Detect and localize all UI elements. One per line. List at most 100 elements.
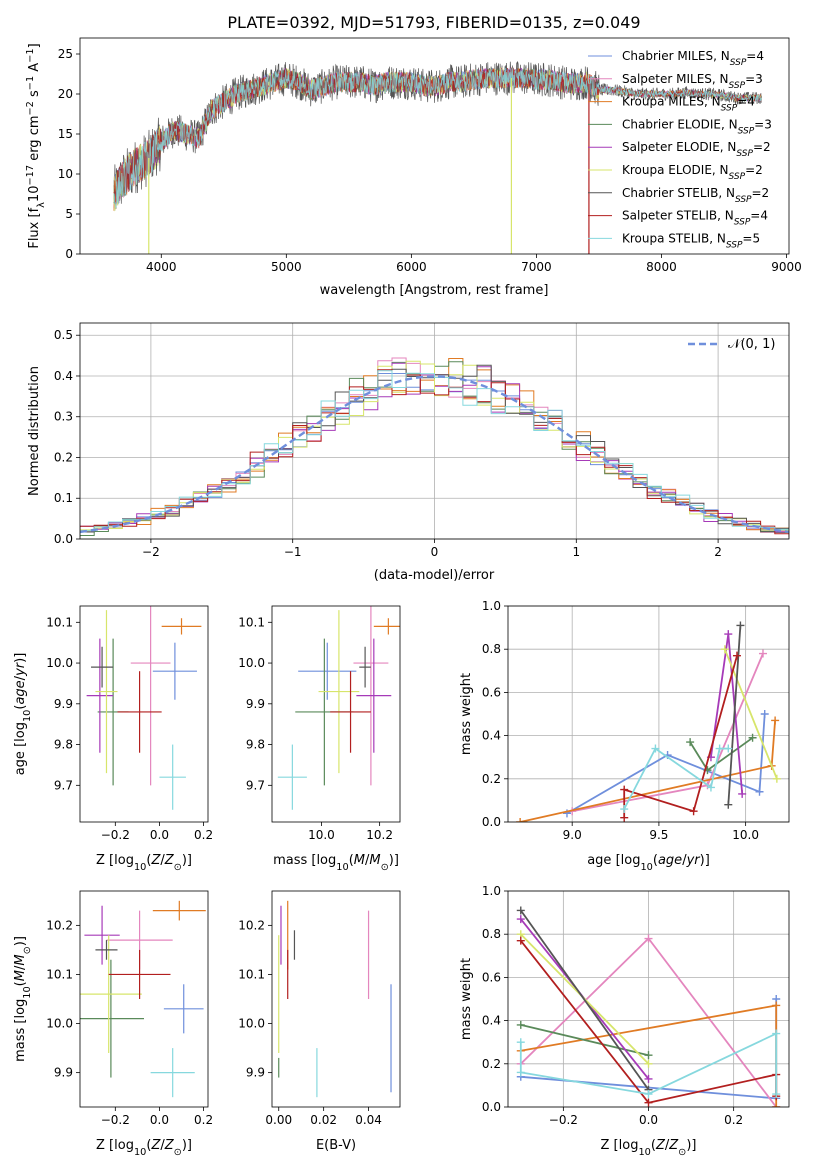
label-part: M [369,853,380,868]
label-part: ( [349,853,354,868]
legend-entry: Chabrier STELIB, NSSP=2 [622,186,769,205]
label-part: ⊙ [174,1147,182,1158]
axes-frame [79,37,790,255]
label-part: SSP [735,195,752,205]
label-part: SSP [738,126,755,136]
legend-entry: Chabrier MILES, NSSP=4 [622,49,764,68]
normal-curve [80,375,789,534]
axes-frame [507,605,790,823]
histogram-axes: −2 −1 0 1 2 0.0 0.1 0.2 0.3 0.4 0.5 (data-model)/er… [27,322,790,583]
label-part: Kroupa STELIB, N [622,231,726,245]
label-part: Chabrier MILES, N [622,49,730,63]
histogram-step-line [80,369,789,538]
weight-marker [644,1098,653,1107]
x-tick-label: 0.00 [265,1113,292,1127]
label-part: )] [13,653,28,663]
axes-frame [79,890,209,1108]
label-part: )] [13,936,28,946]
error-point [159,744,186,810]
x-tick-label: 0 [431,545,439,559]
weight-marker [724,630,733,639]
spectrum-axes: 4000 5000 6000 7000 8000 9000 0 5 10 15 20 25 wavele… [25,37,802,298]
axes-frame [507,890,790,1108]
label-part: 10 [638,1147,650,1158]
label-part: 10 [134,862,146,873]
x-tick-label: 0.2 [194,1113,213,1127]
x-tick-label: 10.0 [732,828,759,842]
spectrum-model-line [113,67,762,208]
error-point [359,646,371,688]
y-tick-label: 0 [65,247,73,261]
error-point [152,900,206,921]
y-tick-label: 9.8 [246,738,265,752]
y-tick-label: 0.2 [54,450,73,464]
label-part: SSP [721,104,738,114]
y-tick-label: 10.0 [238,656,265,670]
label-part: Z [log [96,853,134,868]
weight-marker [516,1068,525,1077]
y-axis-label: mass weight [459,958,474,1040]
label-part: −17 [25,165,36,186]
weight-age-axes: 9.0 9.5 10.0 0.0 0.2 0.4 0.6 0.8 1.0 age [log10(a… [459,599,790,873]
y-tick-label: 0.2 [482,772,501,786]
x-tick-label: 5000 [271,260,302,274]
y-tick-label: 0.0 [482,815,501,829]
mass-z-axes: −0.2 0.0 0.29.910.010.110.2Z [log10(Z/Z⊙)]… [13,890,213,1158]
weight-marker [771,716,780,725]
y-tick-label: 0.0 [54,532,73,546]
y-tick-label: 10.0 [238,1017,265,1031]
label-part: )] [182,853,192,868]
weight-marker [620,813,629,822]
error-point [108,949,171,999]
label-part: A [27,63,42,76]
label-part: s [27,90,42,101]
x-axis-label: Z [log10(Z/Z⊙)] [96,1138,192,1158]
mass-ebv-axes: 0.00 0.02 0.04 9.9 10.0 10.1 10.2 E(B-V) [238,890,401,1153]
weight-marker [689,807,698,816]
label-part: 10 [336,862,348,873]
weight-marker [755,787,764,796]
label-part: / [13,965,28,970]
weight-line [623,655,738,818]
label-part: Z [655,1138,666,1153]
label-part: Salpeter ELODIE, N [622,140,736,154]
label-part: SSP [726,240,743,250]
weight-marker [748,733,757,742]
legend-entry: Chabrier ELODIE, NSSP=3 [622,117,772,136]
label-part: age [log [13,722,28,775]
error-point [91,646,114,688]
label-part: ⊙ [678,1147,686,1158]
weight-marker [732,651,741,660]
weight-line [520,909,650,1091]
label-part: SSP [734,218,751,228]
y-axis-label: mass weight [459,673,474,755]
y-tick-label: 10.1 [238,967,265,981]
x-tick-label: 8000 [646,260,677,274]
y-tick-label: 9.9 [246,1066,265,1080]
label-part: =5 [742,231,760,245]
label-part: Z [log [601,1138,639,1153]
y-tick-label: 10.1 [238,615,265,629]
error-point [80,959,144,1078]
x-tick-label: 9000 [771,260,802,274]
x-tick-label: −1 [284,545,302,559]
legend-entry: Salpeter MILES, NSSP=3 [622,72,763,91]
label-part: Z [164,853,175,868]
error-point [80,935,142,1053]
y-tick-label: 9.9 [246,697,265,711]
y-tick-label: 0.6 [482,970,501,984]
label-part: SSP [730,58,747,68]
x-tick-label: 6000 [396,260,427,274]
y-axis-label: age [log10(age/yr)] [13,653,33,776]
x-tick-label: 2 [714,545,722,559]
y-tick-label: 1.0 [482,599,501,613]
label-part: Salpeter STELIB, N [622,209,734,223]
label-part: 𝒩 [728,337,743,352]
y-tick-label: 0.8 [482,927,501,941]
y-tick-label: 1.0 [482,884,501,898]
y-tick-label: 0.1 [54,491,73,505]
x-tick-label: −0.2 [101,828,130,842]
y-tick-label: 0.3 [54,410,73,424]
plot-area [278,900,392,1098]
x-tick-label: −0.2 [549,1113,578,1127]
